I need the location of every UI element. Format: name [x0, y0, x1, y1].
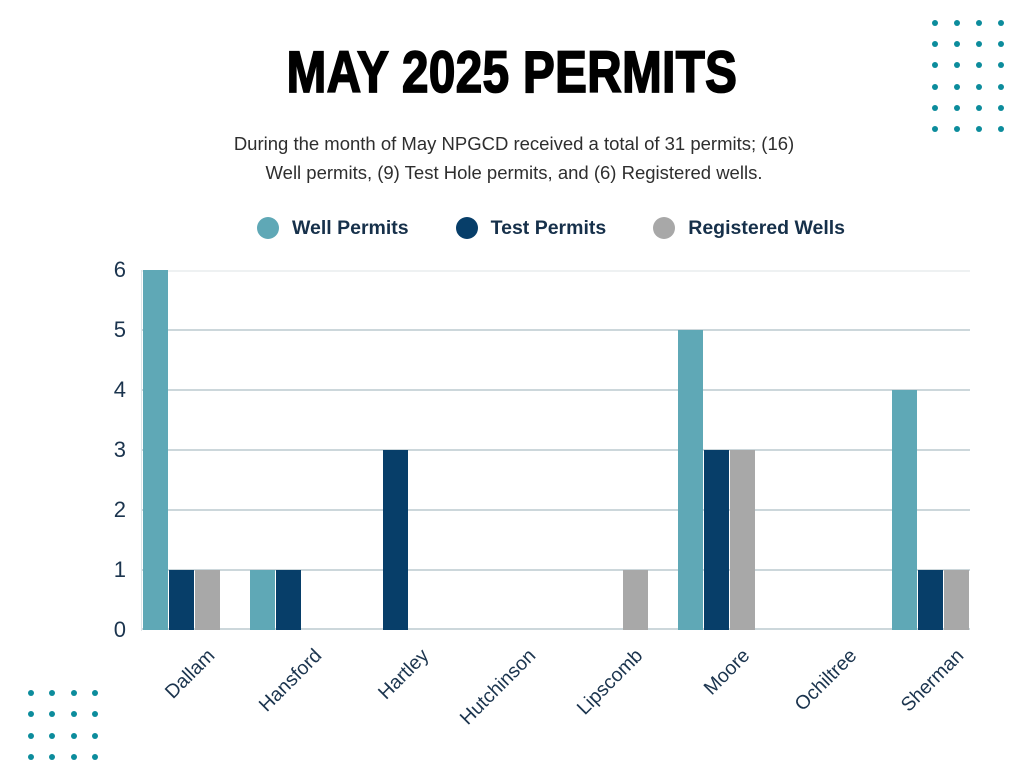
legend-label: Registered Wells	[688, 216, 846, 239]
bar-hansford-well-permits	[250, 570, 275, 630]
bar-dallam-test-permits	[169, 570, 194, 630]
decorative-dot	[71, 733, 77, 739]
decorative-dot	[28, 711, 34, 717]
gridline	[142, 628, 970, 630]
bar-moore-registered-wells	[730, 450, 755, 630]
decorative-dot	[998, 105, 1004, 111]
decorative-dot	[49, 733, 55, 739]
bar-sherman-well-permits	[892, 390, 917, 630]
page-title: MAY 2025 PERMITS	[286, 40, 738, 105]
bar-chart-plot-area: 0 1 2 3 4 5 6 Dallam Hansford Hartley Hutchinson Li…	[114, 257, 970, 729]
bar-lipscomb-registered-wells	[623, 570, 648, 630]
legend-swatch-icon	[455, 217, 478, 239]
decorative-dot	[954, 105, 960, 111]
subtitle-line-2: Well permits, (9) Test Hole permits, and…	[265, 161, 763, 183]
legend-item: Registered Wells	[653, 213, 845, 243]
decorative-dot	[998, 62, 1004, 68]
decorative-dot	[932, 105, 938, 111]
x-axis-label: Dallam	[160, 644, 219, 704]
gridline	[142, 270, 970, 272]
gridline	[142, 569, 970, 571]
decorative-dot	[998, 20, 1004, 26]
decorative-dot	[92, 754, 98, 760]
gridline	[142, 509, 970, 511]
y-axis-tick-label: 0	[113, 617, 126, 642]
decorative-dot	[92, 711, 98, 717]
bar-dallam-well-permits	[143, 270, 168, 630]
decorative-dot	[49, 690, 55, 696]
bar-dallam-registered-wells	[195, 570, 220, 630]
decorative-dot	[932, 20, 938, 26]
decorative-dot	[976, 105, 982, 111]
decorative-dot	[954, 20, 960, 26]
y-axis-tick-label: 2	[113, 497, 126, 522]
legend-item: Well Permits	[256, 213, 409, 243]
decorative-dot	[28, 733, 34, 739]
legend-item: Test Permits	[455, 213, 607, 243]
decorative-dot	[71, 711, 77, 717]
decorative-dot	[976, 84, 982, 90]
decorative-dot	[49, 754, 55, 760]
y-axis-tick-label: 5	[113, 317, 126, 342]
decorative-dot	[998, 84, 1004, 90]
gridline	[142, 389, 970, 391]
chart-subtitle: During the month of May NPGCD received a…	[14, 130, 1014, 187]
decorative-dot	[71, 690, 77, 696]
legend-swatch-icon	[653, 217, 676, 239]
decorative-dot	[92, 690, 98, 696]
chart-legend: Well Permits Test Permits Registered Wells	[0, 213, 1024, 243]
legend-swatch-icon	[256, 217, 279, 239]
bar-sherman-test-permits	[918, 570, 943, 630]
y-axis-tick-label: 1	[113, 557, 126, 582]
decorative-dot	[976, 41, 982, 47]
decorative-dot	[976, 126, 982, 132]
decorative-dot	[976, 62, 982, 68]
y-axis-tick-label: 6	[113, 257, 126, 282]
decorative-dot	[976, 20, 982, 26]
decorative-dot	[932, 84, 938, 90]
legend-label: Well Permits	[291, 216, 409, 239]
decorative-dot	[92, 733, 98, 739]
bar-moore-well-permits	[678, 330, 703, 630]
decorative-dot	[932, 126, 938, 132]
decorative-dot	[998, 126, 1004, 132]
bar-sherman-registered-wells	[944, 570, 969, 630]
y-axis-line	[141, 270, 142, 631]
subtitle-line-1: During the month of May NPGCD received a…	[233, 133, 795, 154]
decorative-dot	[998, 41, 1004, 47]
y-axis-tick-label: 3	[113, 437, 126, 462]
decorative-dot	[954, 84, 960, 90]
decorative-dot	[954, 41, 960, 47]
decorative-dot	[932, 62, 938, 68]
decorative-dot	[932, 41, 938, 47]
bar-hartley-test-permits	[383, 450, 408, 630]
bar-moore-test-permits	[704, 450, 729, 630]
decorative-dot	[28, 754, 34, 760]
legend-label: Test Permits	[490, 216, 607, 239]
decorative-dot	[954, 126, 960, 132]
decorative-dot	[71, 754, 77, 760]
bar-hansford-test-permits	[276, 570, 301, 630]
decorative-dot	[954, 62, 960, 68]
gridline	[142, 449, 970, 451]
gridline	[142, 329, 970, 331]
decorative-dot	[49, 711, 55, 717]
decorative-dot	[28, 690, 34, 696]
y-axis-tick-label: 4	[113, 377, 126, 402]
